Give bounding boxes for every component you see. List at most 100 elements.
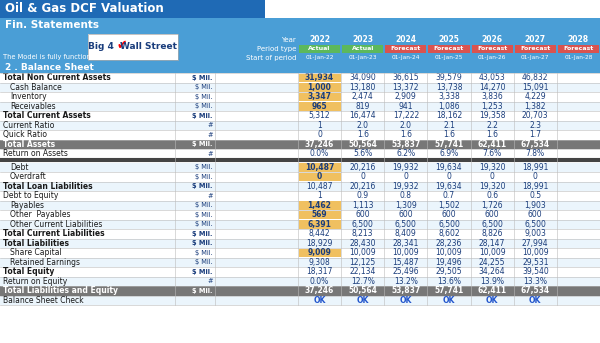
Text: Wall Street: Wall Street (119, 42, 176, 51)
Text: 24,255: 24,255 (479, 258, 505, 267)
Bar (515, 45, 556, 53)
Text: Total Assets: Total Assets (3, 140, 55, 149)
Text: Forecast: Forecast (520, 47, 550, 51)
Bar (0, 238, 600, 248)
Text: 5.6%: 5.6% (353, 149, 373, 158)
Text: 10,009: 10,009 (436, 248, 463, 257)
Text: 39,540: 39,540 (522, 267, 548, 276)
Text: 36,615: 36,615 (392, 73, 419, 82)
Text: #: # (208, 132, 213, 138)
Bar (0, 286, 600, 296)
Text: 8,826: 8,826 (481, 229, 503, 238)
Text: 19,634: 19,634 (436, 182, 463, 191)
Text: 01-Jan-24: 01-Jan-24 (392, 56, 420, 60)
Text: OK: OK (529, 296, 541, 305)
Bar (299, 173, 341, 181)
Text: 2,474: 2,474 (352, 92, 374, 101)
Text: 600: 600 (485, 210, 499, 219)
Text: 8,213: 8,213 (352, 229, 373, 238)
Bar (299, 211, 341, 219)
Text: 01-Jan-25: 01-Jan-25 (435, 56, 463, 60)
Bar (0, 149, 600, 158)
Text: 1,502: 1,502 (438, 201, 460, 210)
Bar (88, 34, 178, 60)
Text: 16,474: 16,474 (349, 111, 376, 120)
Text: $ Mil.: $ Mil. (193, 75, 213, 81)
Text: 67,534: 67,534 (521, 140, 550, 149)
Text: 1,086: 1,086 (438, 102, 460, 111)
Text: 2023: 2023 (352, 35, 373, 45)
Text: 01-Jan-27: 01-Jan-27 (521, 56, 550, 60)
Text: 6,391: 6,391 (308, 220, 332, 229)
Text: 6,500: 6,500 (438, 220, 460, 229)
Bar (0, 163, 600, 172)
Text: Retained Earnings: Retained Earnings (10, 258, 80, 267)
Text: 10,487: 10,487 (305, 163, 334, 172)
Text: 1.6: 1.6 (400, 130, 412, 139)
Text: 18,991: 18,991 (522, 182, 548, 191)
Text: 39,579: 39,579 (436, 73, 463, 82)
Text: 1,903: 1,903 (524, 201, 546, 210)
Text: Total Loan Liabilities: Total Loan Liabilities (3, 182, 92, 191)
Text: 600: 600 (442, 210, 457, 219)
Text: Forecast: Forecast (563, 47, 593, 51)
Text: 10,009: 10,009 (479, 248, 505, 257)
Text: Other  Payables: Other Payables (10, 210, 71, 219)
Text: 2 . Balance Sheet: 2 . Balance Sheet (5, 63, 94, 72)
Text: Debt: Debt (10, 163, 29, 172)
Bar (299, 93, 341, 101)
Text: Share Capital: Share Capital (10, 248, 62, 257)
Bar (299, 248, 341, 257)
Text: 6,500: 6,500 (352, 220, 374, 229)
Text: 3,836: 3,836 (481, 92, 503, 101)
Text: 13.9%: 13.9% (480, 277, 504, 286)
Text: 0.6: 0.6 (486, 191, 498, 200)
Text: 0.5: 0.5 (529, 191, 541, 200)
Text: 12.7%: 12.7% (351, 277, 374, 286)
Text: $ Mil.: $ Mil. (195, 94, 213, 100)
Text: 20,703: 20,703 (522, 111, 548, 120)
Bar (0, 111, 600, 120)
Text: 28,430: 28,430 (349, 239, 376, 248)
Bar (0, 92, 600, 102)
Text: 27,994: 27,994 (522, 239, 548, 248)
Text: $ Mil.: $ Mil. (193, 231, 213, 237)
Text: 600: 600 (355, 210, 370, 219)
Text: 0.0%: 0.0% (310, 149, 329, 158)
Bar (0, 140, 600, 149)
Text: $ Mil.: $ Mil. (195, 250, 213, 256)
Text: 8,602: 8,602 (438, 229, 460, 238)
Text: Cash Balance: Cash Balance (10, 83, 62, 92)
Text: $ Mil.: $ Mil. (195, 103, 213, 109)
Text: Total Current Liabilities: Total Current Liabilities (3, 229, 104, 238)
Bar (0, 276, 600, 286)
Bar (0, 248, 600, 258)
Bar (0, 296, 600, 305)
Text: 46,832: 46,832 (522, 73, 548, 82)
Text: 01-Jan-26: 01-Jan-26 (478, 56, 506, 60)
Text: 13,372: 13,372 (392, 83, 419, 92)
Text: Balance Sheet Check: Balance Sheet Check (3, 296, 83, 305)
Text: OK: OK (313, 296, 326, 305)
Text: 19,358: 19,358 (479, 111, 505, 120)
Text: $ Mil.: $ Mil. (195, 221, 213, 227)
Text: 0.8: 0.8 (400, 191, 412, 200)
Text: Total Current Assets: Total Current Assets (3, 111, 91, 120)
Text: $ Mil.: $ Mil. (195, 174, 213, 180)
Bar (299, 201, 341, 210)
Text: 1,382: 1,382 (524, 102, 546, 111)
Text: 18,929: 18,929 (307, 239, 333, 248)
Text: 6,500: 6,500 (481, 220, 503, 229)
Text: 2.1: 2.1 (443, 121, 455, 130)
Text: 28,236: 28,236 (436, 239, 462, 248)
Text: 6.9%: 6.9% (439, 149, 458, 158)
Text: 20,216: 20,216 (350, 163, 376, 172)
Text: $ Mil.: $ Mil. (193, 269, 213, 275)
Text: 10,009: 10,009 (349, 248, 376, 257)
Text: 25,496: 25,496 (392, 267, 419, 276)
Text: $ Mil.: $ Mil. (193, 183, 213, 189)
Text: 13.3%: 13.3% (523, 277, 547, 286)
Text: 2.0: 2.0 (357, 121, 369, 130)
Text: $ Mil.: $ Mil. (193, 141, 213, 147)
Text: 01-Jan-22: 01-Jan-22 (305, 56, 334, 60)
